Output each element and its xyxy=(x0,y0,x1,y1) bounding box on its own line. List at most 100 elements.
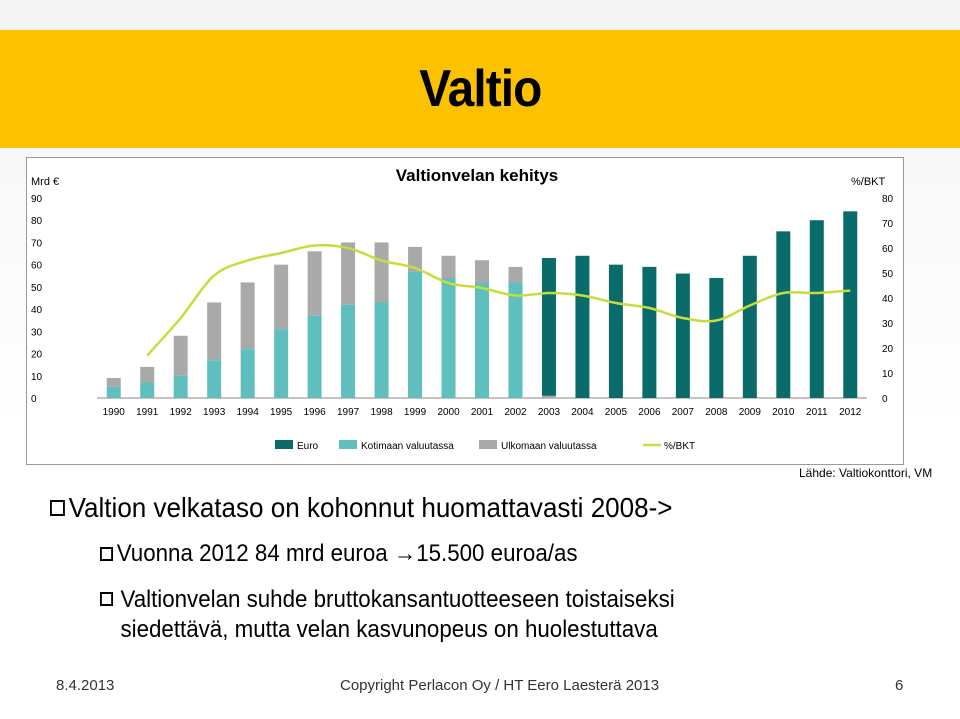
y2-tick-label: 40 xyxy=(882,294,894,305)
bar-euro-2005 xyxy=(608,264,623,398)
bkt-line-layer xyxy=(146,243,851,357)
x-tick-label: 2011 xyxy=(806,407,828,418)
legend-label: Euro xyxy=(297,441,319,452)
y2-axis: 0 10 20 30 40 50 60 70 80 xyxy=(882,194,894,405)
y2-tick-label: 30 xyxy=(882,319,894,330)
bar-kotimaan-valuutassa-1993 xyxy=(207,360,222,398)
x-tick-label: 2008 xyxy=(705,407,728,418)
bar-kotimaan-valuutassa-1991 xyxy=(140,382,155,398)
x-tick-label: 2010 xyxy=(772,407,795,418)
bar-ulkomaan-valuutassa-1991 xyxy=(140,366,155,383)
x-tick-label: 2002 xyxy=(504,407,527,418)
bar-euro-2006 xyxy=(642,266,657,398)
y2-tick-label: 20 xyxy=(882,344,894,355)
x-tick-label: 2005 xyxy=(605,407,628,418)
bullet-sub-2: Valtionvelan suhde bruttokansantuotteese… xyxy=(100,585,675,645)
y2-tick-label: 50 xyxy=(882,269,894,280)
bullet-sub-1: Vuonna 2012 84 mrd euroa →15.500 euroa/a… xyxy=(100,540,578,568)
bar-kotimaan-valuutassa-1990 xyxy=(106,386,121,398)
bar-kotimaan-valuutassa-2000 xyxy=(441,278,456,398)
bar-ulkomaan-valuutassa-2002 xyxy=(508,266,523,283)
x-tick-label: 1994 xyxy=(237,407,260,418)
bkt-line xyxy=(146,243,851,357)
right-arrow-icon: → xyxy=(393,540,417,567)
x-tick-label: 1997 xyxy=(337,407,360,418)
x-tick-label: 2004 xyxy=(571,407,594,418)
bar-kotimaan-valuutassa-1999 xyxy=(408,271,423,398)
bar-kotimaan-valuutassa-2001 xyxy=(475,282,489,398)
footer-copyright: Copyright Perlacon Oy / HT Eero Laesterä… xyxy=(340,677,660,694)
bar-ulkomaan-valuutassa-2000 xyxy=(441,255,456,278)
bar-ulkomaan-valuutassa-1992 xyxy=(173,335,188,376)
checkbox-bullet-icon xyxy=(100,592,114,606)
chart-frame: Valtionvelan kehitys Mrd € %/BKT 0 10 20 30… xyxy=(26,157,904,465)
bar-kotimaan-valuutassa-1995 xyxy=(274,329,289,398)
x-tick-label: 2012 xyxy=(839,407,862,418)
title-bar: Valtio xyxy=(0,30,960,148)
bar-euro-2010 xyxy=(776,231,791,398)
y-tick-label: 50 xyxy=(31,283,43,294)
legend-swatch xyxy=(339,440,357,449)
x-tick-label: 2000 xyxy=(437,407,460,418)
bullet-main: Valtion velkataso on kohonnut huomattava… xyxy=(50,492,673,524)
x-tick-label: 1992 xyxy=(170,407,193,418)
y-axis: 0 10 20 30 40 50 60 70 80 90 xyxy=(31,194,43,405)
bar-ulkomaan-valuutassa-1993 xyxy=(207,302,222,361)
bar-ulkomaan-valuutassa-1994 xyxy=(240,282,255,350)
bar-euro-2009 xyxy=(742,255,757,398)
x-tick-label: 1999 xyxy=(404,407,427,418)
y-tick-label: 60 xyxy=(31,261,43,272)
y-tick-label: 0 xyxy=(31,394,37,405)
y2-tick-label: 0 xyxy=(882,394,888,405)
checkbox-bullet-icon xyxy=(100,547,114,561)
footer-page-number: 6 xyxy=(895,677,904,694)
x-tick-label: 2001 xyxy=(471,407,494,418)
bar-kotimaan-valuutassa-1997 xyxy=(341,304,356,398)
legend-swatch xyxy=(479,440,497,449)
bar-ulkomaan-valuutassa-1999 xyxy=(408,246,423,272)
bar-ulkomaan-valuutassa-2001 xyxy=(475,260,489,283)
bullet-sub-2-line1: Valtionvelan suhde bruttokansantuotteese… xyxy=(120,586,675,613)
y-axis-unit-label: Mrd € xyxy=(31,176,59,188)
x-tick-label: 1993 xyxy=(203,407,226,418)
legend-swatch xyxy=(275,440,293,449)
x-tick-label: 1990 xyxy=(103,407,126,418)
footer-date: 8.4.2013 xyxy=(56,677,115,694)
x-tick-label: 1996 xyxy=(303,407,326,418)
y-tick-label: 90 xyxy=(31,194,43,205)
bullet-sub-1-tail: 15.500 euroa/as xyxy=(416,540,578,567)
y-tick-label: 20 xyxy=(31,350,43,361)
bar-kotimaan-valuutassa-1994 xyxy=(240,349,255,398)
y-tick-label: 80 xyxy=(31,216,43,227)
x-tick-label: 2007 xyxy=(672,407,695,418)
bar-ulkomaan-valuutassa-1998 xyxy=(374,242,389,303)
legend-label: %/BKT xyxy=(664,441,695,452)
bullet-sub-2-line2: siedettävä, mutta velan kasvunopeus on h… xyxy=(120,616,658,643)
bar-euro-2004 xyxy=(575,255,590,398)
bullet-main-text: Valtion velkataso on kohonnut huomattava… xyxy=(68,492,673,523)
source-note: Lähde: Valtiokonttori, VM xyxy=(799,466,933,480)
y2-tick-label: 10 xyxy=(882,369,894,380)
x-tick-label: 1995 xyxy=(270,407,293,418)
bar-euro-2011 xyxy=(809,220,824,398)
x-tick-label: 2006 xyxy=(638,407,661,418)
bar-euro-2003 xyxy=(541,258,556,396)
bar-ulkomaan-valuutassa-1995 xyxy=(274,264,289,330)
x-tick-label: 1998 xyxy=(370,407,393,418)
bar-kotimaan-valuutassa-2002 xyxy=(508,282,523,398)
legend: Euro Kotimaan valuutassa Ulkomaan valuutas… xyxy=(275,440,695,452)
y2-tick-label: 60 xyxy=(882,244,894,255)
bar-ulkomaan-valuutassa-1996 xyxy=(307,251,322,316)
y2-tick-label: 80 xyxy=(882,194,894,205)
legend-label: Kotimaan valuutassa xyxy=(361,441,454,452)
bar-ulkomaan-valuutassa-2003 xyxy=(541,395,556,398)
legend-label: Ulkomaan valuutassa xyxy=(501,441,597,452)
bar-ulkomaan-valuutassa-1997 xyxy=(341,242,356,305)
x-tick-label: 2009 xyxy=(739,407,762,418)
debt-chart: Valtionvelan kehitys Mrd € %/BKT 0 10 20 30… xyxy=(31,166,894,452)
chart-title: Valtionvelan kehitys xyxy=(396,166,559,185)
bar-euro-2008 xyxy=(709,278,724,398)
bars xyxy=(106,211,858,398)
bar-kotimaan-valuutassa-1992 xyxy=(173,375,188,398)
